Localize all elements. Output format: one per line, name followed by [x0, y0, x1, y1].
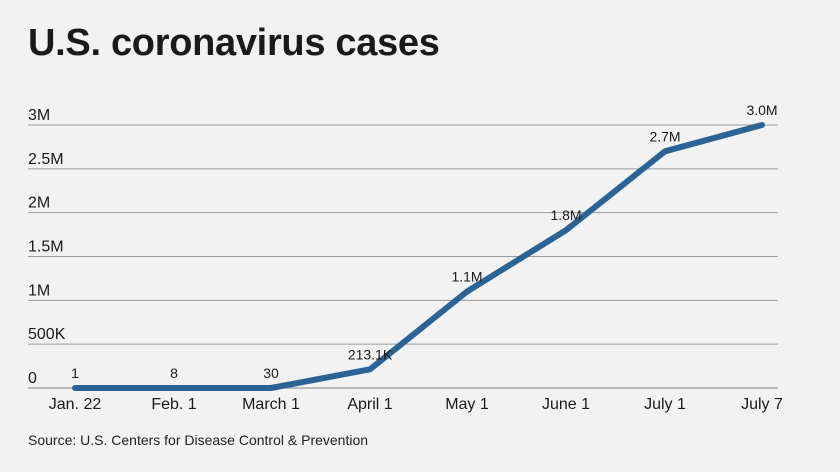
data-label: 1.8M: [550, 207, 581, 223]
x-tick-label: Jan. 22: [49, 396, 102, 413]
y-tick-label: 1.5M: [28, 239, 64, 256]
y-tick-label: 0: [28, 370, 37, 387]
data-label: 1.1M: [451, 269, 482, 285]
x-tick-label: May 1: [445, 396, 489, 413]
x-tick-label: April 1: [347, 396, 392, 413]
x-tick-label: June 1: [542, 396, 590, 413]
x-tick-label: Feb. 1: [151, 396, 196, 413]
y-tick-label: 3M: [28, 107, 50, 124]
gridlines: [28, 124, 778, 389]
data-label: 213.1K: [348, 346, 393, 362]
source-note: Source: U.S. Centers for Disease Control…: [28, 432, 369, 448]
x-tick-label: July 1: [644, 396, 686, 413]
x-tick-label: March 1: [242, 396, 300, 413]
x-tick-label: July 7: [741, 396, 783, 413]
data-label: 1: [71, 365, 79, 381]
y-tick-label: 1M: [28, 282, 50, 299]
data-labels: 1 8 30 213.1K 1.1M 1.8M 2.7M 3.0M: [71, 102, 777, 381]
y-tick-label: 2.5M: [28, 151, 64, 168]
x-axis-ticks: Jan. 22 Feb. 1 March 1 April 1 May 1 June 1 Ju…: [49, 396, 783, 413]
y-tick-label: 500K: [28, 326, 66, 343]
data-label: 2.7M: [649, 128, 680, 144]
y-tick-label: 2M: [28, 195, 50, 212]
series-line: [72, 122, 765, 391]
y-axis-ticks: 0 500K 1M 1.5M 2M 2.5M 3M: [28, 107, 66, 387]
chart-title: U.S. coronavirus cases: [28, 22, 440, 64]
data-label: 8: [170, 365, 178, 381]
data-label: 3.0M: [746, 102, 777, 118]
data-label: 30: [263, 365, 279, 381]
